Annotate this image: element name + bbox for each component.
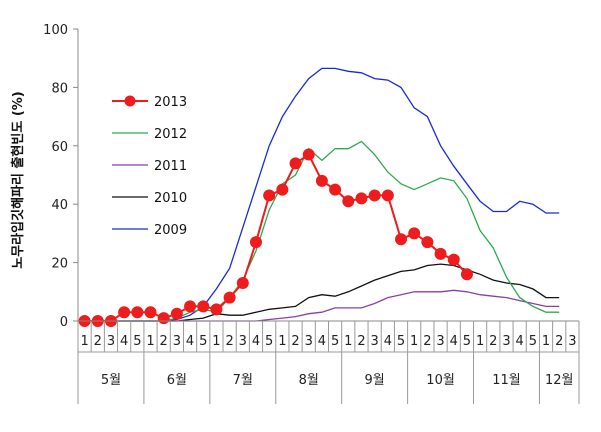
legend-item-2012: 2012 bbox=[112, 127, 187, 142]
week-label: 2 bbox=[160, 334, 168, 349]
week-label: 2 bbox=[357, 334, 365, 349]
legend-label: 2012 bbox=[154, 127, 187, 142]
week-label: 4 bbox=[318, 334, 326, 349]
week-label: 5 bbox=[463, 334, 471, 349]
data-point-2013 bbox=[197, 300, 210, 313]
data-point-2013 bbox=[460, 268, 473, 281]
data-point-2013 bbox=[421, 236, 434, 249]
week-label: 3 bbox=[173, 334, 181, 349]
legend-label: 2010 bbox=[154, 191, 187, 206]
data-point-2013 bbox=[170, 307, 183, 320]
data-point-2013 bbox=[276, 183, 289, 196]
series-line-2013 bbox=[84, 153, 468, 322]
week-label: 4 bbox=[186, 334, 194, 349]
week-label: 3 bbox=[305, 334, 313, 349]
month-label: 8월 bbox=[299, 373, 319, 388]
month-label: 5월 bbox=[101, 373, 121, 388]
week-label: 3 bbox=[107, 334, 115, 349]
data-point-2013 bbox=[157, 312, 170, 325]
data-point-2013 bbox=[236, 277, 249, 290]
week-label: 1 bbox=[278, 334, 286, 349]
week-label: 2 bbox=[94, 334, 102, 349]
week-label: 1 bbox=[80, 334, 88, 349]
data-point-2013 bbox=[342, 195, 355, 208]
data-point-2013 bbox=[408, 227, 421, 240]
week-label: 3 bbox=[502, 334, 510, 349]
week-label: 2 bbox=[225, 334, 233, 349]
week-label: 2 bbox=[423, 334, 431, 349]
month-label: 10월 bbox=[426, 373, 455, 388]
y-tick-label: 20 bbox=[51, 257, 68, 272]
legend-item-2011: 2011 bbox=[112, 159, 187, 174]
week-label: 5 bbox=[265, 334, 273, 349]
week-label: 5 bbox=[529, 334, 537, 349]
month-label: 12월 bbox=[545, 373, 574, 388]
data-point-2013 bbox=[447, 253, 460, 266]
legend-label: 2009 bbox=[154, 223, 187, 238]
y-axis-label: 노무라입깃해파리 출현빈도 (%) bbox=[10, 91, 26, 268]
week-label: 1 bbox=[344, 334, 352, 349]
y-tick-label: 40 bbox=[51, 198, 68, 213]
month-label: 11월 bbox=[492, 373, 521, 388]
data-point-2013 bbox=[381, 189, 394, 202]
data-point-2013 bbox=[131, 306, 144, 319]
month-label: 7월 bbox=[233, 373, 253, 388]
data-point-2013 bbox=[302, 148, 315, 161]
data-point-2013 bbox=[223, 291, 236, 304]
data-point-2013 bbox=[144, 306, 157, 319]
month-label: 9월 bbox=[365, 373, 385, 388]
week-label: 4 bbox=[450, 334, 458, 349]
week-label: 1 bbox=[542, 334, 550, 349]
week-label: 1 bbox=[146, 334, 154, 349]
series-2013 bbox=[78, 148, 473, 327]
week-label: 3 bbox=[371, 334, 379, 349]
data-point-2013 bbox=[263, 189, 276, 202]
legend-item-2010: 2010 bbox=[112, 191, 187, 206]
week-label: 1 bbox=[212, 334, 220, 349]
data-point-2013 bbox=[289, 157, 302, 170]
y-tick-label: 80 bbox=[51, 81, 68, 96]
data-point-2013 bbox=[118, 306, 131, 319]
legend: 2013 2012 2011 2010 2009 bbox=[112, 95, 187, 238]
legend-marker bbox=[124, 95, 136, 107]
data-point-2013 bbox=[355, 192, 368, 205]
week-label: 2 bbox=[291, 334, 299, 349]
week-label: 1 bbox=[476, 334, 484, 349]
data-point-2013 bbox=[395, 233, 408, 246]
week-label: 5 bbox=[199, 334, 207, 349]
data-point-2013 bbox=[249, 236, 262, 249]
data-point-2013 bbox=[210, 303, 223, 316]
week-label: 1 bbox=[410, 334, 418, 349]
week-label: 4 bbox=[120, 334, 128, 349]
legend-label: 2011 bbox=[154, 159, 187, 174]
week-label: 4 bbox=[516, 334, 524, 349]
month-label: 6월 bbox=[167, 373, 187, 388]
legend-item-2009: 2009 bbox=[112, 223, 187, 238]
data-point-2013 bbox=[315, 174, 328, 187]
y-tick-label: 0 bbox=[60, 315, 68, 330]
week-label: 2 bbox=[555, 334, 563, 349]
data-point-2013 bbox=[368, 189, 381, 202]
y-axis: 0 20 40 60 80 100 bbox=[43, 23, 79, 330]
data-point-2013 bbox=[329, 183, 342, 196]
week-label: 5 bbox=[133, 334, 141, 349]
data-point-2013 bbox=[184, 300, 197, 313]
week-label: 5 bbox=[397, 334, 405, 349]
week-label: 2 bbox=[489, 334, 497, 349]
x-axis: 1 2 3 4 5 1 2 3 4 5 1 2 3 4 5 1 2 3 4 5 1 2 3 4 5 1 2 3 4 5 1 2 3 4 5 1 2 35월… bbox=[77, 320, 580, 404]
week-label: 3 bbox=[239, 334, 247, 349]
legend-label: 2013 bbox=[154, 95, 187, 110]
plot-area bbox=[78, 67, 560, 327]
week-label: 3 bbox=[568, 334, 576, 349]
week-label: 3 bbox=[436, 334, 444, 349]
week-label: 4 bbox=[252, 334, 260, 349]
data-point-2013 bbox=[434, 247, 447, 260]
y-tick-label: 100 bbox=[43, 23, 68, 38]
legend-item-2013: 2013 bbox=[112, 95, 187, 110]
y-tick-label: 60 bbox=[51, 140, 68, 155]
week-label: 5 bbox=[331, 334, 339, 349]
week-label: 4 bbox=[384, 334, 392, 349]
